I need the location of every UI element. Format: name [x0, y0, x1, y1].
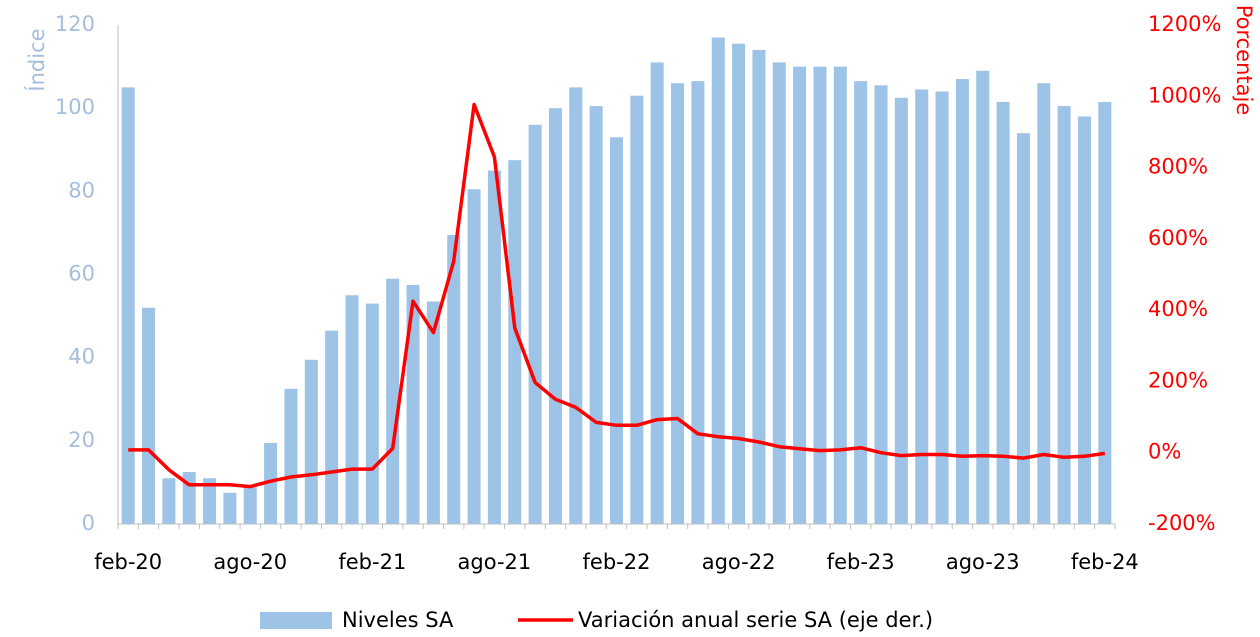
- bar: [772, 62, 786, 525]
- y2-tick-label: -200%: [1148, 511, 1216, 535]
- bar: [203, 478, 217, 524]
- bar: [589, 106, 603, 525]
- y-tick-label: 80: [68, 178, 95, 202]
- y2-tick-label: 800%: [1148, 155, 1208, 179]
- bar: [813, 66, 827, 524]
- legend-swatch: [260, 612, 332, 629]
- bar: [569, 87, 583, 524]
- bar: [1016, 133, 1030, 524]
- bar: [955, 79, 969, 524]
- bar: [671, 83, 685, 524]
- y-axis-label: Índice: [24, 28, 49, 91]
- x-tick-label: ago-21: [458, 550, 532, 574]
- bar: [467, 189, 481, 525]
- bar: [610, 137, 623, 524]
- x-tick-label: ago-23: [946, 550, 1020, 574]
- y2-tick-label: 400%: [1148, 297, 1208, 321]
- x-tick-label: ago-22: [702, 550, 776, 574]
- bar: [406, 284, 420, 524]
- legend-label: Niveles SA: [342, 608, 454, 632]
- bar: [732, 43, 746, 525]
- bar: [691, 81, 705, 524]
- bar: [345, 295, 359, 524]
- x-tick-label: ago-20: [213, 550, 287, 574]
- bar: [752, 49, 766, 524]
- y-tick-label: 40: [68, 345, 95, 369]
- bar: [447, 234, 461, 524]
- bar: [630, 95, 644, 525]
- x-tick-label: feb-23: [827, 550, 895, 574]
- bar: [426, 301, 440, 524]
- bar: [874, 85, 888, 524]
- bar: [508, 160, 522, 525]
- bar: [142, 307, 156, 524]
- bar: [264, 442, 278, 524]
- y-tick-label: 0: [82, 511, 95, 535]
- bar: [162, 478, 176, 524]
- y2-tick-label: 0%: [1148, 440, 1181, 464]
- y-tick-label: 120: [55, 12, 95, 36]
- y2-axis-label: Porcentaje: [1232, 5, 1256, 116]
- bar: [976, 70, 990, 524]
- bar: [935, 91, 949, 525]
- bar: [1077, 116, 1091, 524]
- x-tick-label: feb-22: [583, 550, 651, 574]
- bar: [1057, 106, 1071, 525]
- bar: [793, 66, 807, 524]
- bar: [325, 330, 339, 524]
- legend-label: Variación anual serie SA (eje der.): [578, 608, 933, 632]
- x-tick-label: feb-21: [338, 550, 406, 574]
- y2-tick-label: 1200%: [1148, 12, 1221, 36]
- y-tick-label: 60: [68, 262, 95, 286]
- bar: [386, 278, 400, 524]
- y2-tick-label: 600%: [1148, 226, 1208, 250]
- bar: [243, 486, 257, 524]
- bar: [304, 359, 318, 524]
- bar: [487, 170, 501, 524]
- bar: [1098, 101, 1112, 524]
- bar: [1037, 83, 1051, 524]
- bar: [223, 492, 237, 524]
- x-tick-label: feb-24: [1071, 550, 1139, 574]
- y2-tick-label: 1000%: [1148, 83, 1221, 107]
- bar: [528, 124, 542, 525]
- bar: [854, 81, 868, 524]
- x-tick-label: feb-20: [94, 550, 162, 574]
- y-tick-label: 20: [68, 428, 95, 452]
- bar: [996, 101, 1010, 524]
- bar: [650, 62, 664, 525]
- bar: [894, 97, 908, 524]
- line: [128, 102, 1106, 489]
- y2-tick-label: 200%: [1148, 368, 1208, 392]
- bar: [365, 303, 379, 524]
- bar: [284, 388, 298, 524]
- bar: [548, 108, 562, 525]
- bar: [711, 37, 725, 524]
- bar: [915, 89, 929, 525]
- bar: [833, 66, 847, 524]
- bar: [121, 87, 135, 524]
- y-tick-label: 100: [55, 95, 95, 119]
